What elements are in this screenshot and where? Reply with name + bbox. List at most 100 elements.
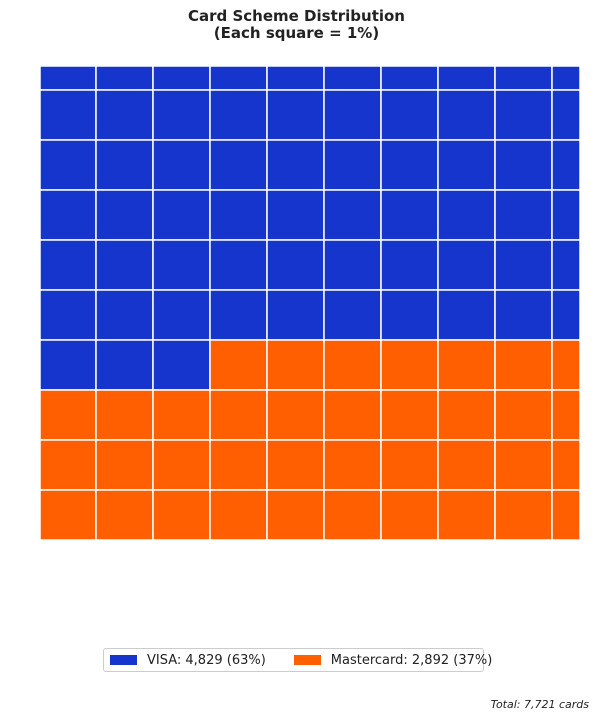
waffle-square-visa (380, 65, 439, 91)
legend-swatch-visa (110, 655, 137, 665)
waffle-square-visa (551, 139, 581, 191)
legend-item-mastercard: Mastercard: 2,892 (37%) (293, 652, 493, 668)
waffle-square-visa (209, 65, 268, 91)
waffle-square-visa (380, 289, 439, 341)
waffle-square-visa (95, 239, 154, 291)
chart-title-line-1: Card Scheme Distribution (187, 7, 405, 25)
waffle-square-mastercard (551, 389, 581, 441)
waffle-square-mastercard (380, 389, 439, 441)
waffle-square-visa (437, 289, 496, 341)
waffle-square-mastercard (551, 439, 581, 491)
waffle-square-visa (209, 89, 268, 141)
waffle-square-mastercard (380, 339, 439, 391)
waffle-square-visa (266, 89, 325, 141)
waffle-square-visa (380, 139, 439, 191)
waffle-square-mastercard (152, 489, 211, 541)
waffle-square-visa (209, 189, 268, 241)
waffle-square-visa (95, 189, 154, 241)
waffle-square-mastercard (266, 389, 325, 441)
waffle-square-visa (551, 189, 581, 241)
waffle-square-visa (266, 239, 325, 291)
waffle-square-mastercard (437, 439, 496, 491)
waffle-square-mastercard (266, 339, 325, 391)
waffle-square-mastercard (494, 489, 553, 541)
legend-item-visa: VISA: 4,829 (63%) (110, 653, 266, 668)
waffle-square-visa (152, 139, 211, 191)
waffle-square-visa (494, 89, 553, 141)
waffle-square-visa (266, 289, 325, 341)
waffle-square-mastercard (551, 489, 581, 541)
waffle-square-visa (152, 189, 211, 241)
waffle-square-visa (39, 239, 97, 291)
waffle-square-visa (380, 89, 439, 141)
waffle-square-mastercard (209, 389, 268, 441)
waffle-square-visa (494, 65, 553, 91)
waffle-square-mastercard (494, 389, 553, 441)
waffle-square-mastercard (95, 439, 154, 491)
waffle-square-visa (39, 289, 97, 341)
waffle-square-visa (152, 239, 211, 291)
waffle-square-visa (39, 139, 97, 191)
waffle-square-visa (39, 339, 97, 391)
waffle-square-mastercard (39, 489, 97, 541)
waffle-square-visa (494, 189, 553, 241)
waffle-square-mastercard (152, 439, 211, 491)
waffle-square-visa (437, 89, 496, 141)
waffle-square-visa (323, 239, 382, 291)
chart-title-line-2: (Each square = 1%) (213, 24, 380, 42)
waffle-square-mastercard (323, 389, 382, 441)
waffle-square-visa (437, 139, 496, 191)
waffle-square-visa (551, 89, 581, 141)
waffle-square-visa (437, 189, 496, 241)
waffle-square-mastercard (95, 389, 154, 441)
waffle-square-mastercard (380, 489, 439, 541)
waffle-square-visa (95, 339, 154, 391)
waffle-square-visa (266, 189, 325, 241)
waffle-square-visa (39, 65, 97, 91)
waffle-square-mastercard (39, 389, 97, 441)
waffle-square-visa (380, 189, 439, 241)
waffle-square-visa (95, 139, 154, 191)
waffle-square-visa (152, 339, 211, 391)
waffle-square-mastercard (266, 439, 325, 491)
waffle-square-visa (494, 289, 553, 341)
waffle-square-visa (95, 89, 154, 141)
legend-swatch-mastercard (293, 655, 321, 665)
legend: VISA: 4,829 (63%) Mastercard: 2,892 (37%… (103, 648, 492, 672)
waffle-square-visa (152, 89, 211, 141)
waffle-square-visa (380, 239, 439, 291)
waffle-square-visa (551, 239, 581, 291)
waffle-square-visa (323, 289, 382, 341)
waffle-square-mastercard (494, 439, 553, 491)
waffle-square-visa (152, 65, 211, 91)
waffle-square-visa (494, 139, 553, 191)
waffle-square-visa (39, 89, 97, 141)
waffle-square-mastercard (551, 339, 581, 391)
waffle-square-mastercard (209, 339, 268, 391)
legend-label-mastercard: Mastercard: 2,892 (37%) (330, 652, 493, 668)
total-footnote: Total: 7,721 cards (490, 698, 589, 711)
waffle-squares (39, 65, 581, 541)
waffle-square-mastercard (437, 389, 496, 441)
waffle-square-mastercard (437, 489, 496, 541)
waffle-square-mastercard (323, 439, 382, 491)
waffle-square-visa (209, 289, 268, 341)
waffle-square-visa (437, 65, 496, 91)
waffle-square-visa (323, 139, 382, 191)
waffle-square-mastercard (380, 439, 439, 491)
waffle-square-mastercard (209, 439, 268, 491)
waffle-square-mastercard (209, 489, 268, 541)
waffle-square-visa (437, 239, 496, 291)
waffle-square-mastercard (95, 489, 154, 541)
waffle-square-visa (152, 289, 211, 341)
waffle-square-mastercard (437, 339, 496, 391)
waffle-square-mastercard (323, 489, 382, 541)
waffle-square-mastercard (494, 339, 553, 391)
waffle-square-visa (323, 189, 382, 241)
waffle-square-visa (494, 239, 553, 291)
legend-label-visa: VISA: 4,829 (63%) (147, 652, 266, 668)
waffle-square-visa (95, 65, 154, 91)
waffle-square-mastercard (39, 439, 97, 491)
waffle-square-visa (39, 189, 97, 241)
